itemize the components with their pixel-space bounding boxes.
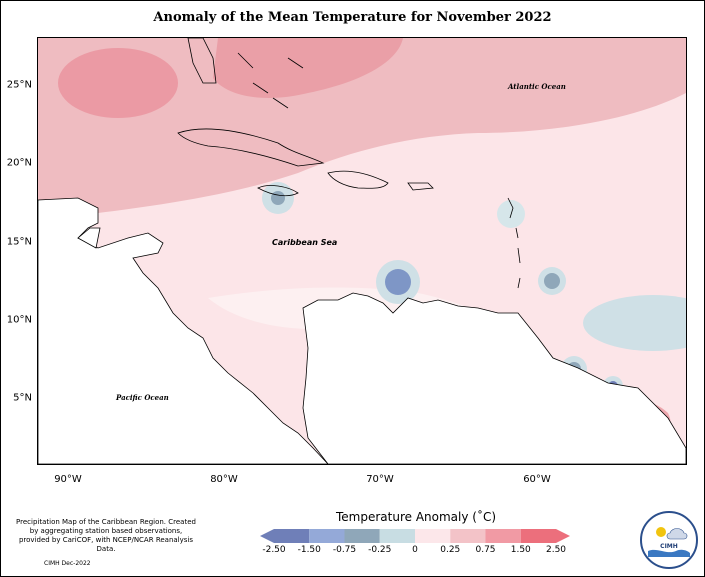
island-outlines [177,38,521,289]
x-tick-60w: 60°W [523,474,551,485]
y-tick-15n: 15°N [6,236,32,248]
legend-tick-label: 2.50 [545,545,567,555]
legend-tick-label: -2.50 [262,545,286,555]
map-caption: Precipitation Map of the Caribbean Regio… [16,518,196,553]
legend-tick-label: -1.50 [297,545,321,555]
anomaly-field [38,38,686,464]
map-title: Anomaly of the Mean Temperature for Nove… [153,10,552,25]
cimh-logo: CIMH [640,511,698,569]
temperature-anomaly-map: Atlantic Ocean Caribbean Sea Pacific Oce… [37,37,687,465]
logo-text: CIMH [660,543,678,550]
legend-swatch [344,529,380,543]
x-tick-90w: 90°W [54,474,82,485]
logo-icon [648,527,690,557]
legend-title: Temperature Anomaly (˚C) [336,510,497,524]
y-tick-10n: 10°N [6,314,32,326]
legend-tick-label: -0.25 [368,545,392,555]
legend-swatch [415,529,451,543]
anomaly-hot-patch-west [58,48,178,118]
legend-swatch [274,529,310,543]
legend-colorbar [260,529,570,543]
legend-swatch [520,529,556,543]
legend-tick-label: 0.25 [440,545,461,555]
legend-tick-label: -0.75 [332,545,357,555]
legend-swatch [379,529,415,543]
landmasses [38,197,686,464]
legend-tick-label: 0.75 [475,545,496,555]
legend-tick-label: 0 [412,545,418,555]
anomaly-warm-band [38,38,686,218]
legend-tick-label: 1.50 [510,545,531,555]
legend-swatch [450,529,486,543]
y-tick-25n: 25°N [6,79,32,91]
y-tick-20n: 20°N [6,157,32,169]
x-tick-80w: 80°W [210,474,238,485]
legend-swatch [309,529,345,543]
pacific-ocean-label: Pacific Ocean [116,393,169,402]
y-tick-5n: 5°N [13,392,32,404]
atlantic-ocean-label: Atlantic Ocean [508,82,566,91]
x-tick-70w: 70°W [366,474,394,485]
anomaly-hot-patch-north [213,38,403,98]
caribbean-sea-label: Caribbean Sea [272,238,338,247]
legend-swatch [485,529,521,543]
legend-arrow-low [260,529,274,543]
anomaly-cool-patch-east [583,295,686,351]
legend-arrow-high [556,529,570,543]
map-credit: CIMH Dec-2022 [44,560,91,567]
